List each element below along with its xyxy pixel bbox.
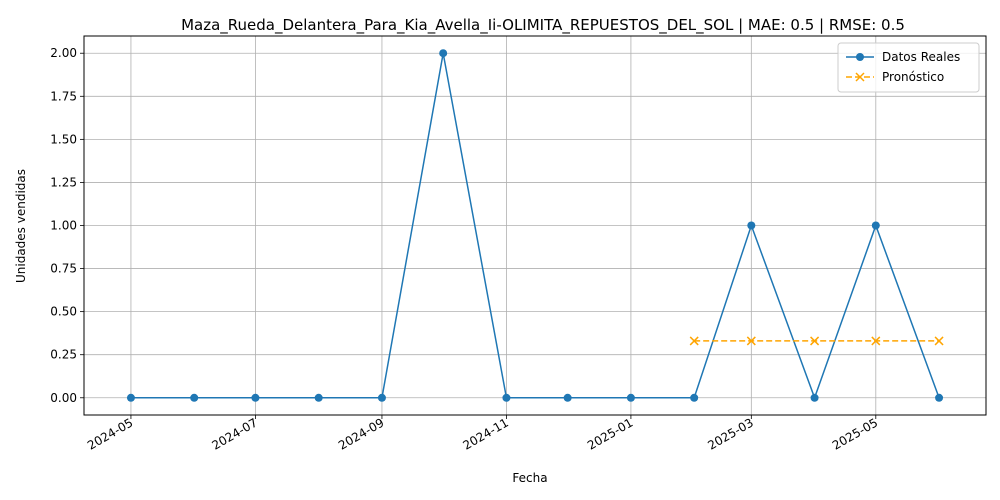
y-axis-ticks: 0.00 0.25 0.50 0.75 1.00 1.25 1.50 1.75 2.00 — [50, 46, 84, 405]
data-point-pron-stico — [934, 336, 944, 346]
marker-x-stroke — [934, 336, 944, 346]
marker-x-stroke — [871, 336, 881, 346]
marker-x-stroke — [746, 336, 756, 346]
series-layer — [126, 49, 944, 402]
y-axis-label: Unidades vendidas — [14, 169, 28, 283]
y-tick-label: 1.75 — [50, 89, 77, 103]
y-tick-label: 1.25 — [50, 175, 77, 189]
marker-x-stroke — [855, 72, 865, 82]
data-point-datos-reales — [871, 221, 880, 230]
data-point-datos-reales — [935, 393, 944, 402]
y-tick-label: 0.50 — [50, 305, 77, 319]
legend-marker-datos-reales — [856, 53, 864, 61]
data-point-datos-reales — [126, 393, 135, 402]
y-tick-label: 0.25 — [50, 348, 77, 362]
data-point-datos-reales — [251, 393, 260, 402]
data-point-datos-reales — [377, 393, 386, 402]
marker-x-stroke — [689, 336, 699, 346]
y-tick-label: 1.50 — [50, 132, 77, 146]
data-point-pron-stico — [689, 336, 699, 346]
legend-label-datos-reales: Datos Reales — [882, 50, 960, 64]
data-point-datos-reales — [439, 49, 448, 58]
legend: Datos Reales Pronóstico — [837, 42, 980, 93]
marker-x-stroke — [810, 336, 820, 346]
data-point-datos-reales — [502, 393, 511, 402]
data-point-pron-stico — [871, 336, 881, 346]
legend-label-pronostico: Pronóstico — [882, 70, 944, 84]
data-point-datos-reales — [626, 393, 635, 402]
x-axis-label: Fecha — [512, 471, 547, 485]
y-tick-label: 0.75 — [50, 262, 77, 276]
chart-title: Maza_Rueda_Delantera_Para_Kia_Avella_Ii-… — [181, 16, 905, 35]
series-line-datos-reales — [130, 53, 940, 400]
data-point-datos-reales — [747, 221, 756, 230]
legend-x-marker — [855, 72, 865, 82]
data-point-datos-reales — [690, 393, 699, 402]
data-point-datos-reales — [190, 393, 199, 402]
data-point-datos-reales — [563, 393, 572, 402]
legend-box — [837, 42, 980, 93]
legend-marker-pronostico — [855, 72, 865, 82]
data-point-datos-reales — [810, 393, 819, 402]
y-tick-label: 2.00 — [50, 46, 77, 60]
data-point-datos-reales — [314, 393, 323, 402]
data-point-pron-stico — [810, 336, 820, 346]
data-point-pron-stico — [746, 336, 756, 346]
y-tick-label: 0.00 — [50, 391, 77, 405]
y-tick-label: 1.00 — [50, 219, 77, 233]
